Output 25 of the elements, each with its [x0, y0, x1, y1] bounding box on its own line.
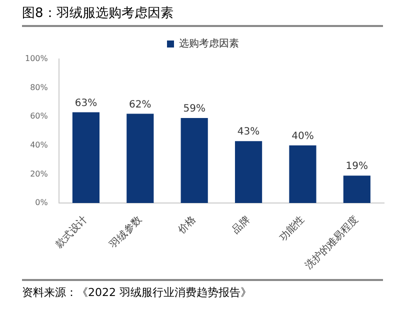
text: 资料来源：《2022 羽绒服行业消费趋势报告》	[22, 285, 252, 300]
data-label: 43%	[237, 126, 260, 138]
y-tick-label: 0%	[35, 198, 48, 208]
y-tick-label: 80%	[30, 82, 48, 92]
y-tick-label: 100%	[24, 54, 48, 64]
y-tick-label: 40%	[30, 140, 48, 150]
y-tick-label: 20%	[30, 169, 48, 178]
bar	[234, 141, 262, 204]
bar	[343, 176, 370, 204]
data-label: 59%	[183, 104, 206, 115]
data-label: 63%	[74, 98, 98, 109]
bar	[72, 112, 100, 204]
legend-label: 选购考虑因素	[179, 38, 239, 50]
x-tick-label: 款式设计	[53, 214, 90, 250]
x-tick-label: 价格	[174, 214, 198, 238]
y-tick-label: 60%	[30, 112, 48, 121]
data-label: 40%	[292, 131, 314, 142]
data-label: 62%	[129, 99, 152, 110]
bar	[289, 145, 316, 204]
bar	[126, 114, 154, 204]
x-tick-label: 品牌	[230, 214, 252, 236]
chart-title: 图8：羽绒服选购考虑因素	[22, 4, 383, 27]
data-label: 19%	[346, 161, 368, 172]
bar	[180, 118, 208, 204]
x-tick-label: 羽绒参数	[107, 214, 144, 250]
